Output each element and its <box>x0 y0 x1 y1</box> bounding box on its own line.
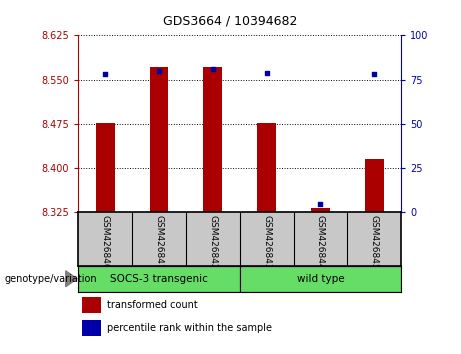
Text: genotype/variation: genotype/variation <box>5 274 97 284</box>
Text: GSM426844: GSM426844 <box>316 215 325 269</box>
Text: GSM426841: GSM426841 <box>154 215 164 270</box>
Point <box>371 72 378 77</box>
Text: SOCS-3 transgenic: SOCS-3 transgenic <box>110 274 208 284</box>
Bar <box>240 266 401 292</box>
Point <box>209 66 217 72</box>
Point <box>317 201 324 206</box>
Text: GDS3664 / 10394682: GDS3664 / 10394682 <box>163 14 298 27</box>
Polygon shape <box>66 271 77 287</box>
Text: GSM426843: GSM426843 <box>262 215 271 270</box>
Bar <box>257 123 276 212</box>
Bar <box>311 208 330 212</box>
Bar <box>96 123 115 212</box>
Point <box>155 68 163 74</box>
Bar <box>82 297 101 313</box>
Bar <box>365 159 384 212</box>
Bar <box>78 266 240 292</box>
Point <box>263 70 270 75</box>
Bar <box>150 67 168 212</box>
Text: GSM426840: GSM426840 <box>101 215 110 270</box>
Text: wild type: wild type <box>296 274 344 284</box>
Text: percentile rank within the sample: percentile rank within the sample <box>107 323 272 333</box>
Text: transformed count: transformed count <box>107 300 198 310</box>
Bar <box>82 320 101 336</box>
Text: GSM426845: GSM426845 <box>370 215 378 270</box>
Point <box>101 72 109 77</box>
Text: GSM426842: GSM426842 <box>208 215 217 269</box>
Bar <box>203 67 222 212</box>
